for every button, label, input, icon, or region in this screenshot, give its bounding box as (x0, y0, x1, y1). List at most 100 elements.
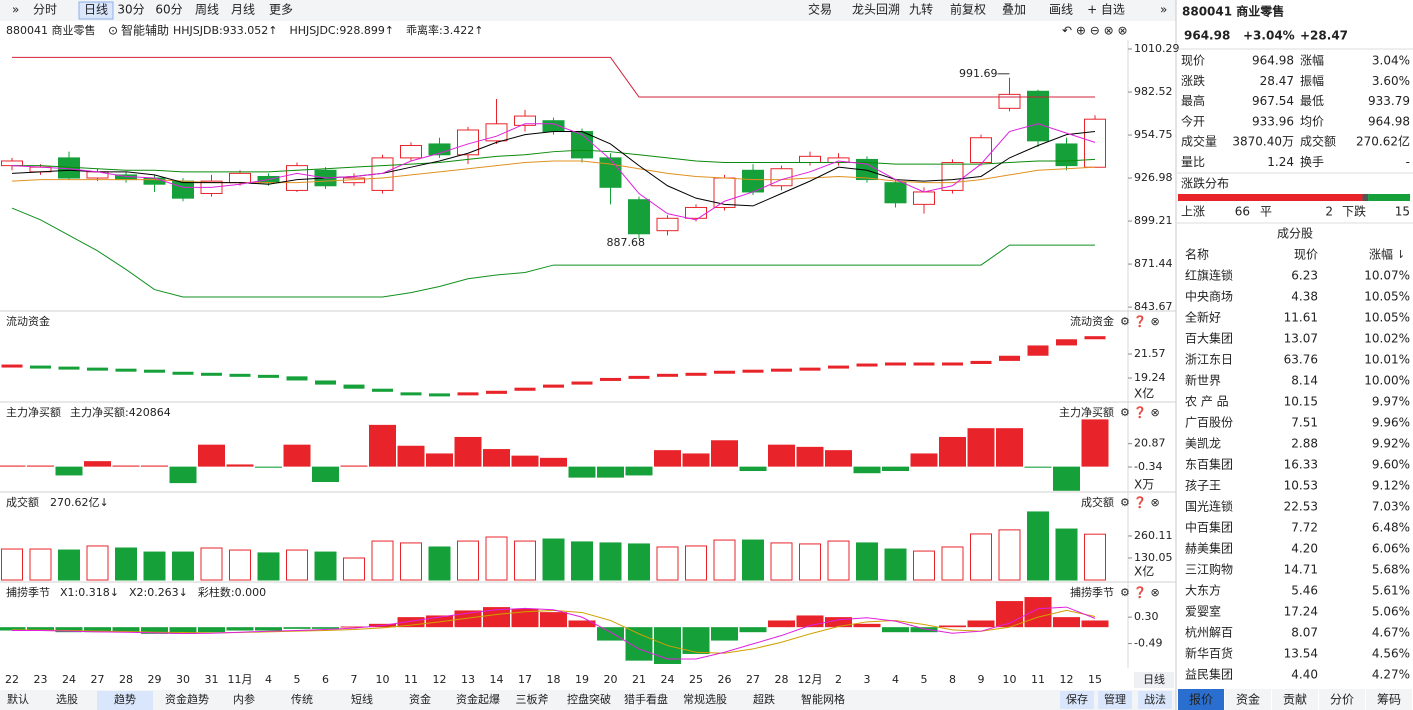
bottom-tab[interactable]: 内参 (233, 692, 255, 706)
stock-name[interactable]: 全新好 (1185, 310, 1221, 325)
stock-price: 17.24 (1284, 605, 1318, 619)
panel-icons[interactable]: ⚙ ❓ ⊗ (1120, 586, 1160, 599)
stock-name[interactable]: 杭州解百 (1185, 625, 1233, 640)
bottom-tab[interactable]: 超跌 (753, 692, 775, 706)
toolbar-tab[interactable]: 更多 (269, 3, 293, 17)
side-tab[interactable]: 资金 (1236, 692, 1260, 707)
toolbar-tab[interactable]: 周线 (195, 3, 219, 17)
x-tick-label: 12 (1060, 673, 1074, 686)
volume-bar (799, 543, 821, 581)
bottom-tab[interactable]: 控盘突破 (567, 692, 611, 706)
volume-bar (628, 543, 650, 581)
flow-bar (429, 393, 450, 397)
bottom-tab[interactable]: 三板斧 (516, 692, 549, 706)
bar (169, 466, 197, 484)
stock-change: 9.97% (1372, 395, 1410, 409)
stock-name[interactable]: 百大集团 (1185, 331, 1233, 346)
stock-change: 5.68% (1372, 563, 1410, 577)
bottom-tab[interactable]: 选股 (56, 693, 78, 706)
bottom-tab[interactable]: 资金趋势 (165, 692, 209, 706)
stock-name[interactable]: 美凯龙 (1185, 437, 1221, 451)
volume-bar (400, 542, 422, 581)
y-tick-label: 954.75 (1134, 128, 1173, 141)
assist-label[interactable]: 智能辅助 (121, 23, 169, 38)
bottom-tab[interactable]: 常规选股 (683, 692, 727, 706)
distribution-bar (1178, 194, 1363, 201)
toolbar-tab[interactable]: 60分 (155, 3, 182, 17)
stock-price: 4.38 (1291, 290, 1318, 304)
side-tab[interactable]: 报价 (1189, 692, 1213, 707)
bar (796, 615, 824, 628)
stock-name[interactable]: 浙江东日 (1185, 353, 1233, 367)
stock-name[interactable]: 新华百货 (1185, 646, 1233, 661)
bottom-tab[interactable]: 智能网格 (801, 692, 845, 706)
panel-icons[interactable]: ⚙ ❓ ⊗ (1120, 496, 1160, 509)
volume-bar (970, 533, 992, 581)
stock-name[interactable]: 爱婴室 (1185, 604, 1221, 619)
stock-change: 4.27% (1372, 668, 1410, 682)
toolbar-button[interactable]: 前复权 (950, 2, 986, 17)
toolbar-button[interactable]: 九转 (909, 2, 933, 17)
bottom-tab[interactable]: 传统 (291, 693, 313, 706)
chart-title: 880041 商业零售 (6, 23, 96, 37)
collapse-icon[interactable]: » (12, 3, 19, 17)
side-tab[interactable]: 贡献 (1283, 692, 1307, 707)
stock-name[interactable]: 新世界 (1185, 373, 1221, 388)
assist-icon[interactable]: ⊙ (108, 24, 118, 38)
panel-icons[interactable]: ⚙ ❓ ⊗ (1120, 315, 1160, 328)
stock-name[interactable]: 广百股份 (1185, 416, 1233, 430)
volume-bar (143, 551, 166, 581)
toolbar-button[interactable]: 画线 (1049, 3, 1073, 17)
panel-icons[interactable]: ⚙ ❓ ⊗ (1120, 406, 1160, 419)
bar (27, 627, 54, 631)
bottom-button[interactable]: 战法 (1144, 692, 1166, 706)
stock-name[interactable]: 益民集团 (1185, 667, 1233, 682)
flow-bar (315, 380, 336, 385)
stock-name[interactable]: 农 产 品 (1185, 395, 1229, 409)
bottom-tab[interactable]: 趋势 (114, 693, 136, 706)
stock-name[interactable]: 三江购物 (1185, 562, 1233, 577)
stock-name[interactable]: 中百集团 (1185, 520, 1233, 535)
side-tab[interactable]: 分价 (1330, 693, 1354, 707)
toolbar-button[interactable]: 交易 (808, 2, 832, 17)
candle-body (799, 155, 821, 164)
toolbar-tab[interactable]: 30分 (117, 3, 144, 17)
y-tick-label: -0.49 (1134, 637, 1162, 650)
x-tick-label: 4 (892, 673, 899, 686)
toolbar-button[interactable]: + 自选 (1087, 3, 1125, 17)
column-header[interactable]: 涨幅 (1369, 247, 1393, 262)
toolbar-button[interactable]: 龙头回溯 (852, 2, 900, 17)
stock-name[interactable]: 赫美集团 (1185, 541, 1233, 556)
x-tick-label: 11月 (228, 673, 253, 686)
flow-bar (1084, 336, 1106, 340)
indicator: X2:0.263↓ (129, 586, 188, 599)
stock-name[interactable]: 红旗连锁 (1185, 268, 1233, 283)
bar (1024, 597, 1052, 628)
bottom-tab[interactable]: 资金起爆 (456, 692, 500, 706)
bottom-button[interactable]: 管理 (1104, 692, 1126, 706)
toolbar-tab[interactable]: 日线 (84, 3, 108, 17)
indicator: X1:0.318↓ (60, 586, 119, 599)
stock-price: 10.53 (1284, 479, 1318, 493)
bottom-tab[interactable]: 资金 (409, 692, 431, 706)
toolbar-tab[interactable]: 分时 (33, 3, 57, 17)
stock-name[interactable]: 大东方 (1185, 583, 1221, 598)
bottom-tab[interactable]: 默认 (7, 693, 29, 706)
toolbar-button[interactable]: 叠加 (1002, 3, 1026, 17)
quote-label: 最低 (1300, 94, 1324, 108)
quote-value: 270.62亿 (1356, 134, 1410, 149)
stock-name[interactable]: 孩子王 (1185, 479, 1221, 493)
stock-name[interactable]: 东百集团 (1185, 457, 1233, 472)
expand-icon[interactable]: » (1160, 3, 1167, 17)
bottom-tab[interactable]: 猎手看盘 (624, 692, 668, 706)
bottom-button[interactable]: 保存 (1066, 692, 1088, 706)
quote-label: 涨幅 (1300, 53, 1324, 68)
panel-icons[interactable]: ↶ ⊕ ⊖ ⊗ ⊗ (1062, 24, 1128, 38)
side-tab[interactable]: 筹码 (1377, 693, 1401, 707)
stock-name[interactable]: 中央商场 (1185, 289, 1233, 304)
bottom-tab[interactable]: 短线 (351, 692, 373, 706)
tab-active (78, 1, 114, 20)
candle-body (970, 137, 992, 164)
toolbar-tab[interactable]: 月线 (231, 3, 255, 17)
stock-name[interactable]: 国光连锁 (1185, 499, 1233, 514)
